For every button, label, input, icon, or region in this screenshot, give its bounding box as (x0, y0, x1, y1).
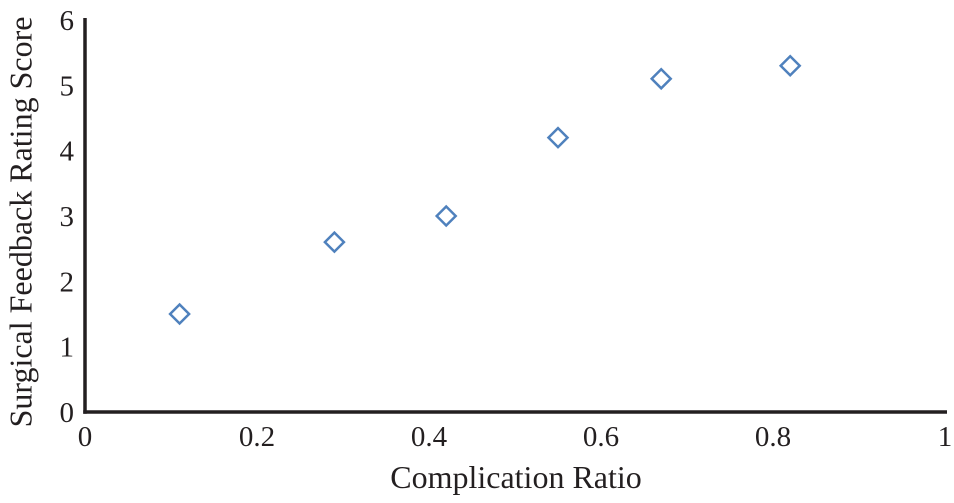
x-tick-label: 0.4 (411, 421, 448, 453)
y-tick-label: 3 (60, 201, 75, 233)
y-tick-label: 6 (60, 5, 75, 37)
data-point-diamond (323, 230, 346, 254)
y-tick-label: 0 (60, 397, 75, 429)
data-point-diamond (778, 54, 802, 78)
y-tick-label: 5 (60, 70, 75, 102)
x-tick-label: 0.2 (239, 421, 275, 453)
data-point-diamond (649, 67, 673, 91)
y-tick-label: 4 (60, 136, 75, 168)
y-tick-label: 2 (60, 266, 75, 298)
data-point-diamond (168, 302, 191, 326)
y-tick-label: 1 (60, 332, 75, 364)
x-tick-label: 1 (938, 421, 953, 453)
x-axis-title: Complication Ratio (390, 459, 642, 495)
x-tick-label: 0.6 (583, 421, 619, 453)
data-point-diamond (434, 204, 458, 228)
data-point-diamond (546, 126, 570, 149)
x-tick-label: 0.8 (755, 421, 791, 453)
x-tick-label: 0 (78, 421, 93, 453)
